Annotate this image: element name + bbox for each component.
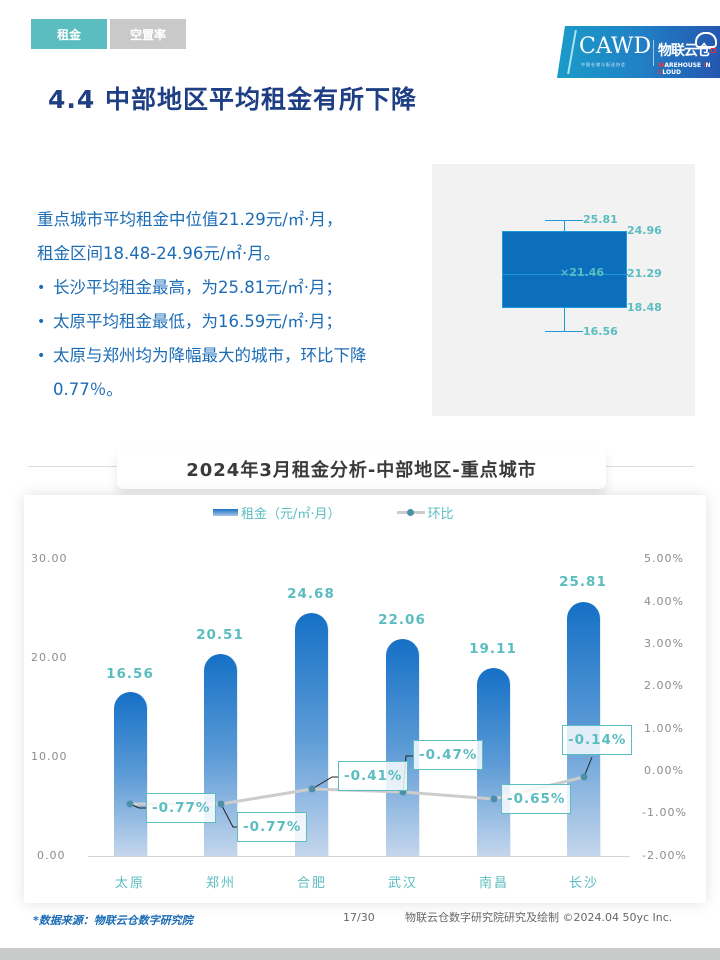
bar-value-label: 24.68 <box>287 586 335 602</box>
x-axis-label: 太原 <box>114 876 145 891</box>
y-left-tick: 10.00 <box>31 750 68 763</box>
x-axis-label: 长沙 <box>568 876 599 891</box>
bullet-dot: • <box>37 280 46 296</box>
y-right-tick: 4.00% <box>644 595 684 608</box>
brand-logo: CAWD 中国仓储与配送协会 物联云仓 WAREHOUSE IN CLOUD <box>557 26 720 78</box>
median-line <box>502 274 628 275</box>
boxplot-min-label: 16.56 <box>583 325 618 338</box>
bullet-largest-decline: • 太原与郑州均为降幅最大的城市，环比下降 <box>37 339 427 373</box>
chart-legend: 租金（元/㎡·月） 环比 <box>213 503 454 522</box>
cloud-icon <box>695 32 717 48</box>
bar-value-label: 20.51 <box>196 627 244 643</box>
bar-zhengzhou[interactable] <box>204 654 237 856</box>
page-title: 4.4 中部地区平均租金有所下降 <box>48 85 417 114</box>
bullet-largest-decline-cont: 0.77％。 <box>53 380 123 399</box>
mom-callout: -0.41% <box>338 761 409 791</box>
bar-value-label: 25.81 <box>559 574 607 590</box>
boxplot-mean-label: ×21.46 <box>560 266 605 279</box>
whisker-upper <box>564 220 565 231</box>
summary-line-median: 重点城市平均租金中位值21.29元/㎡·月， <box>37 210 343 229</box>
legend-line-swatch-icon <box>396 508 425 516</box>
y-right-tick: -1.00% <box>642 806 687 819</box>
y-right-tick: 0.00% <box>644 764 684 777</box>
whisker-min-cap <box>545 331 583 332</box>
logo-slash-decoration <box>567 30 577 74</box>
section-rule-left <box>28 466 118 467</box>
footer-credit: 物联云仓数字研究院研究及绘制 ©2024.04 50yc Inc. <box>405 911 673 924</box>
bullet-lowest: • 太原平均租金最低，为16.59元/㎡·月； <box>37 305 427 339</box>
summary-line-range: 租金区间18.48-24.96元/㎡·月。 <box>37 244 281 263</box>
mom-callout: -0.14% <box>562 725 633 755</box>
x-axis-label: 合肥 <box>296 876 327 891</box>
whisker-lower <box>564 308 565 331</box>
tab-vacancy-rate[interactable]: 空置率 <box>110 19 186 49</box>
data-source-note: *数据来源：物联云仓数字研究院 <box>33 914 193 927</box>
x-axis-label: 武汉 <box>387 876 418 891</box>
iqr-box <box>502 231 627 308</box>
page-number: 17/30 <box>343 911 375 924</box>
legend-line-label: 环比 <box>427 507 454 522</box>
bullet-highest: • 长沙平均租金最高，为25.81元/㎡·月； <box>37 271 427 305</box>
mom-callout: -0.77% <box>237 812 308 842</box>
logo-brand-en: WAREHOUSE IN CLOUD <box>658 62 711 76</box>
y-right-tick: -2.00% <box>642 849 687 862</box>
boxplot-q1-label: 18.48 <box>627 301 662 314</box>
logo-cawd-subtitle: 中国仓储与配送协会 <box>581 62 626 67</box>
y-right-tick: 1.00% <box>644 722 684 735</box>
tab-bar: 租金 空置率 <box>31 19 186 49</box>
legend-bar-swatch-icon <box>213 509 238 516</box>
bullet-dot: • <box>37 348 46 364</box>
bottom-strip <box>0 948 720 960</box>
y-right-tick: 2.00% <box>644 679 684 692</box>
y-left-tick: 20.00 <box>31 651 68 664</box>
bar-value-label: 19.11 <box>469 641 517 657</box>
mom-callout: -0.47% <box>413 740 484 770</box>
x-axis-label: 郑州 <box>205 876 236 891</box>
bullet-dot: • <box>37 314 46 330</box>
legend-bar-label: 租金（元/㎡·月） <box>241 507 341 522</box>
tab-rent[interactable]: 租金 <box>31 19 107 49</box>
mom-callout: -0.65% <box>501 784 572 814</box>
summary-text: 重点城市平均租金中位值21.29元/㎡·月， 租金区间18.48-24.96元/… <box>37 203 427 407</box>
boxplot-median-label: 21.29 <box>627 267 662 280</box>
logo-cawd-text: CAWD <box>579 34 652 59</box>
bar-value-label: 16.56 <box>106 666 154 682</box>
bar-value-label: 22.06 <box>378 612 426 628</box>
boxplot-max-label: 25.81 <box>583 213 618 226</box>
boxplot-q3-label: 24.96 <box>627 224 662 237</box>
logo-divider <box>653 40 654 66</box>
y-right-tick: 3.00% <box>644 637 684 650</box>
x-axis-line <box>88 856 630 857</box>
y-right-tick: 5.00% <box>644 552 684 565</box>
chart-section-title: 2024年3月租金分析-中部地区-重点城市 <box>117 449 606 489</box>
cloud-corner-icon <box>711 48 716 53</box>
y-left-tick: 0.00 <box>37 849 66 862</box>
bar-taiyuan[interactable] <box>114 692 147 856</box>
y-left-tick: 30.00 <box>31 552 68 565</box>
mom-callout: -0.77% <box>146 793 217 823</box>
section-rule-right <box>606 466 694 467</box>
x-axis-label: 南昌 <box>478 876 509 891</box>
rent-boxplot: 25.81 24.96 ×21.46 21.29 18.48 16.56 <box>432 164 695 416</box>
